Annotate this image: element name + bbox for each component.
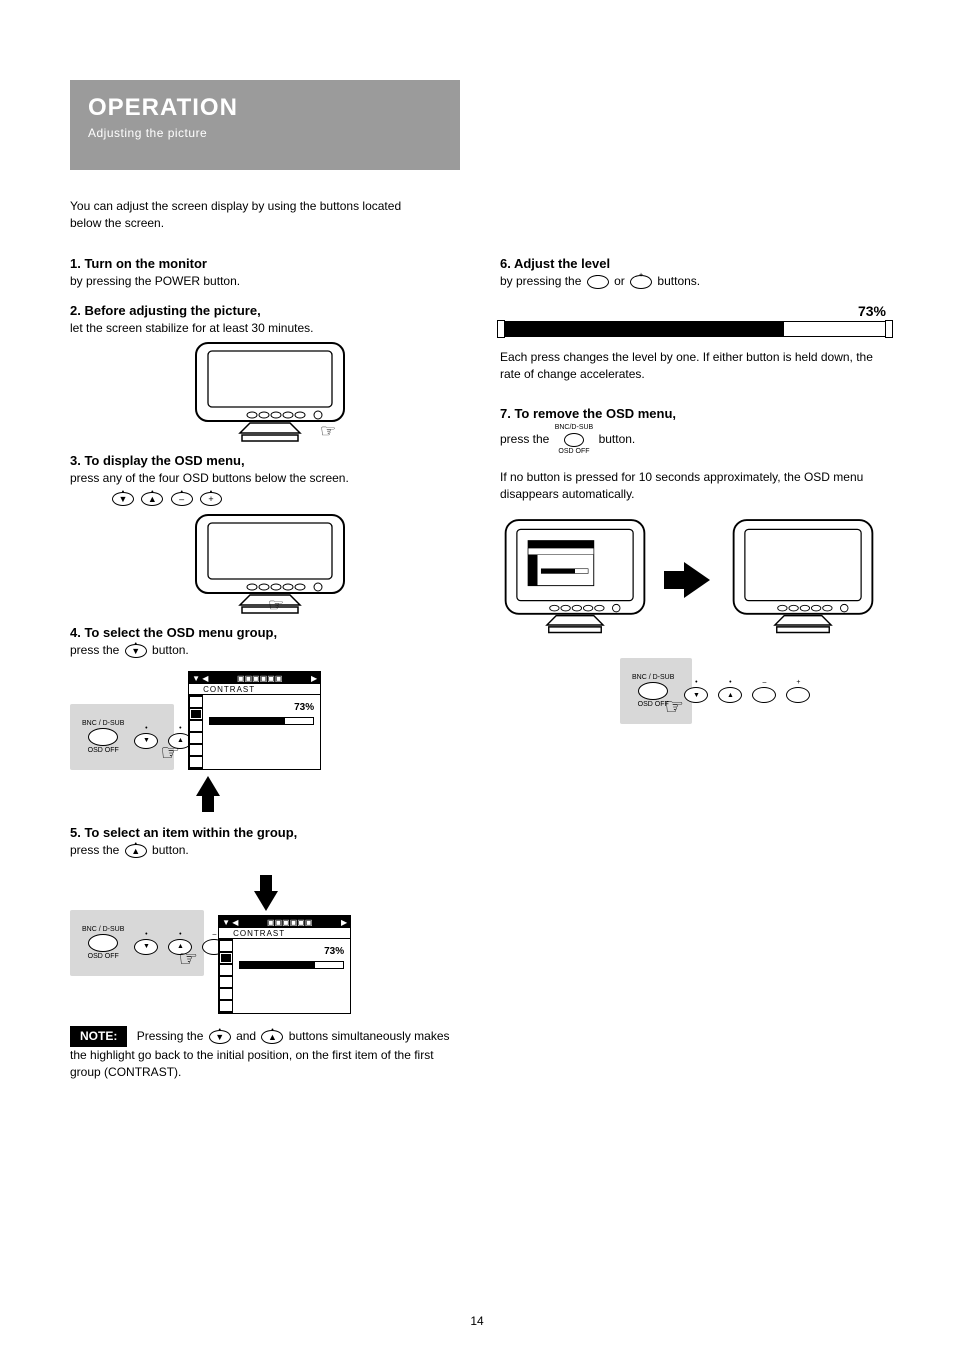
down-button-icon: •▼: [209, 1030, 231, 1044]
up-button[interactable]: ▲: [718, 687, 742, 703]
minus-button-icon: –: [587, 275, 609, 289]
down-button[interactable]: ▼: [134, 939, 158, 955]
monitor-illustration: ☞: [190, 337, 340, 447]
section-title-bar: OPERATION Adjusting the picture: [70, 80, 460, 170]
pointer-hand-icon: ☞: [664, 696, 684, 718]
plus-button[interactable]: [786, 687, 810, 703]
minus-button-icon: •–: [171, 492, 193, 506]
step7-text2: If no button is pressed for 10 seconds a…: [500, 469, 890, 503]
step7-text: press the BNC/D-SUB OSD OFF button.: [500, 423, 890, 457]
step2-text: let the screen stabilize for at least 30…: [70, 320, 460, 337]
minus-button[interactable]: [752, 687, 776, 703]
note-label: NOTE:: [70, 1026, 127, 1047]
bnc-osd-button-icon: [564, 433, 584, 447]
bnc-label: BNC/D-SUB: [555, 423, 594, 433]
osd-side-icons: [189, 695, 203, 769]
osd-item-label: CONTRAST: [219, 928, 350, 939]
monitor-blank: [728, 514, 878, 646]
down-button[interactable]: ▼: [134, 733, 158, 749]
step4-heading: 4. To select the OSD menu group,: [70, 624, 460, 642]
section-subtitle: Adjusting the picture: [88, 126, 442, 140]
svg-text:☞: ☞: [320, 421, 336, 441]
step6-text: by pressing the – or + buttons.: [500, 273, 890, 290]
button-panel: BNC / D-SUB OSD OFF •▼ •▲ – + ☞: [70, 910, 204, 976]
osd-menu: ▼ ◀▣▣▣▣▣▣▶ CONTRAST 73%: [188, 671, 321, 770]
bnc-label: BNC / D-SUB: [82, 720, 124, 727]
down-button-icon: •▼: [112, 492, 134, 506]
osd-bar: [209, 717, 314, 725]
osd-menu: ▼ ◀▣▣▣▣▣▣▶ CONTRAST 73%: [218, 915, 351, 1014]
osd-bar: [239, 961, 344, 969]
bnc-osd-button[interactable]: [88, 934, 118, 952]
intro-text: You can adjust the screen display by usi…: [70, 198, 410, 233]
osd-off-label: OSD OFF: [558, 447, 589, 457]
step5-heading: 5. To select an item within the group,: [70, 824, 460, 842]
pointer-hand-icon: ☞: [160, 742, 180, 764]
bnc-label: BNC / D-SUB: [82, 926, 124, 933]
level-slider[interactable]: [500, 321, 890, 337]
right-column: 6. Adjust the level by pressing the – or…: [500, 255, 890, 1081]
step1-heading: 1. Turn on the monitor: [70, 255, 460, 273]
bnc-osd-button[interactable]: [88, 728, 118, 746]
osd-item-label: CONTRAST: [189, 684, 320, 695]
step6-text2: Each press changes the level by one. If …: [500, 349, 890, 383]
step1-text: by pressing the POWER button.: [70, 273, 460, 290]
down-button-icon: •▼: [125, 644, 147, 658]
left-column: 1. Turn on the monitor by pressing the P…: [70, 255, 460, 1081]
monitor-with-osd: [500, 514, 650, 646]
arrow-up-icon: [196, 776, 220, 796]
arrow-down-icon: [254, 891, 278, 911]
button-panel: BNC / D-SUB OSD OFF •▼ •▲ – + ☞: [70, 704, 174, 770]
up-button-icon: •▲: [125, 844, 147, 858]
plus-button-icon: +: [630, 275, 652, 289]
up-button-icon: •▲: [141, 492, 163, 506]
monitor-illustration-2: ☞: [190, 509, 340, 619]
note-line: NOTE: Pressing the •▼ and •▲ buttons sim…: [70, 1026, 460, 1080]
osd-pct: 73%: [239, 945, 344, 959]
step2-heading: 2. Before adjusting the picture,: [70, 302, 460, 320]
step3-text: press any of the four OSD buttons below …: [70, 470, 460, 487]
step6-heading: 6. Adjust the level: [500, 255, 890, 273]
button-panel: BNC / D-SUB OSD OFF •▼ •▲ – + ☞: [620, 658, 692, 724]
plus-button-icon: •+: [200, 492, 222, 506]
step4-text: press the •▼ button.: [70, 642, 460, 659]
down-button[interactable]: ▼: [684, 687, 708, 703]
page-number: 14: [0, 1314, 954, 1328]
step7-heading: 7. To remove the OSD menu,: [500, 405, 890, 423]
step5-text: press the •▲ button.: [70, 842, 460, 859]
osd-side-icons: [219, 939, 233, 1013]
section-title: OPERATION: [88, 94, 442, 122]
up-button-icon: •▲: [261, 1030, 283, 1044]
step3-heading: 3. To display the OSD menu,: [70, 452, 460, 470]
manual-page: OPERATION Adjusting the picture You can …: [70, 80, 890, 1080]
osd-off-label: OSD OFF: [88, 747, 119, 754]
osd-pct: 73%: [209, 701, 314, 715]
svg-text:☞: ☞: [268, 595, 284, 615]
osd-off-label: OSD OFF: [88, 953, 119, 960]
slider-pct-label: 73%: [858, 302, 886, 322]
bnc-label: BNC / D-SUB: [632, 674, 674, 681]
pointer-hand-icon: ☞: [178, 948, 198, 970]
